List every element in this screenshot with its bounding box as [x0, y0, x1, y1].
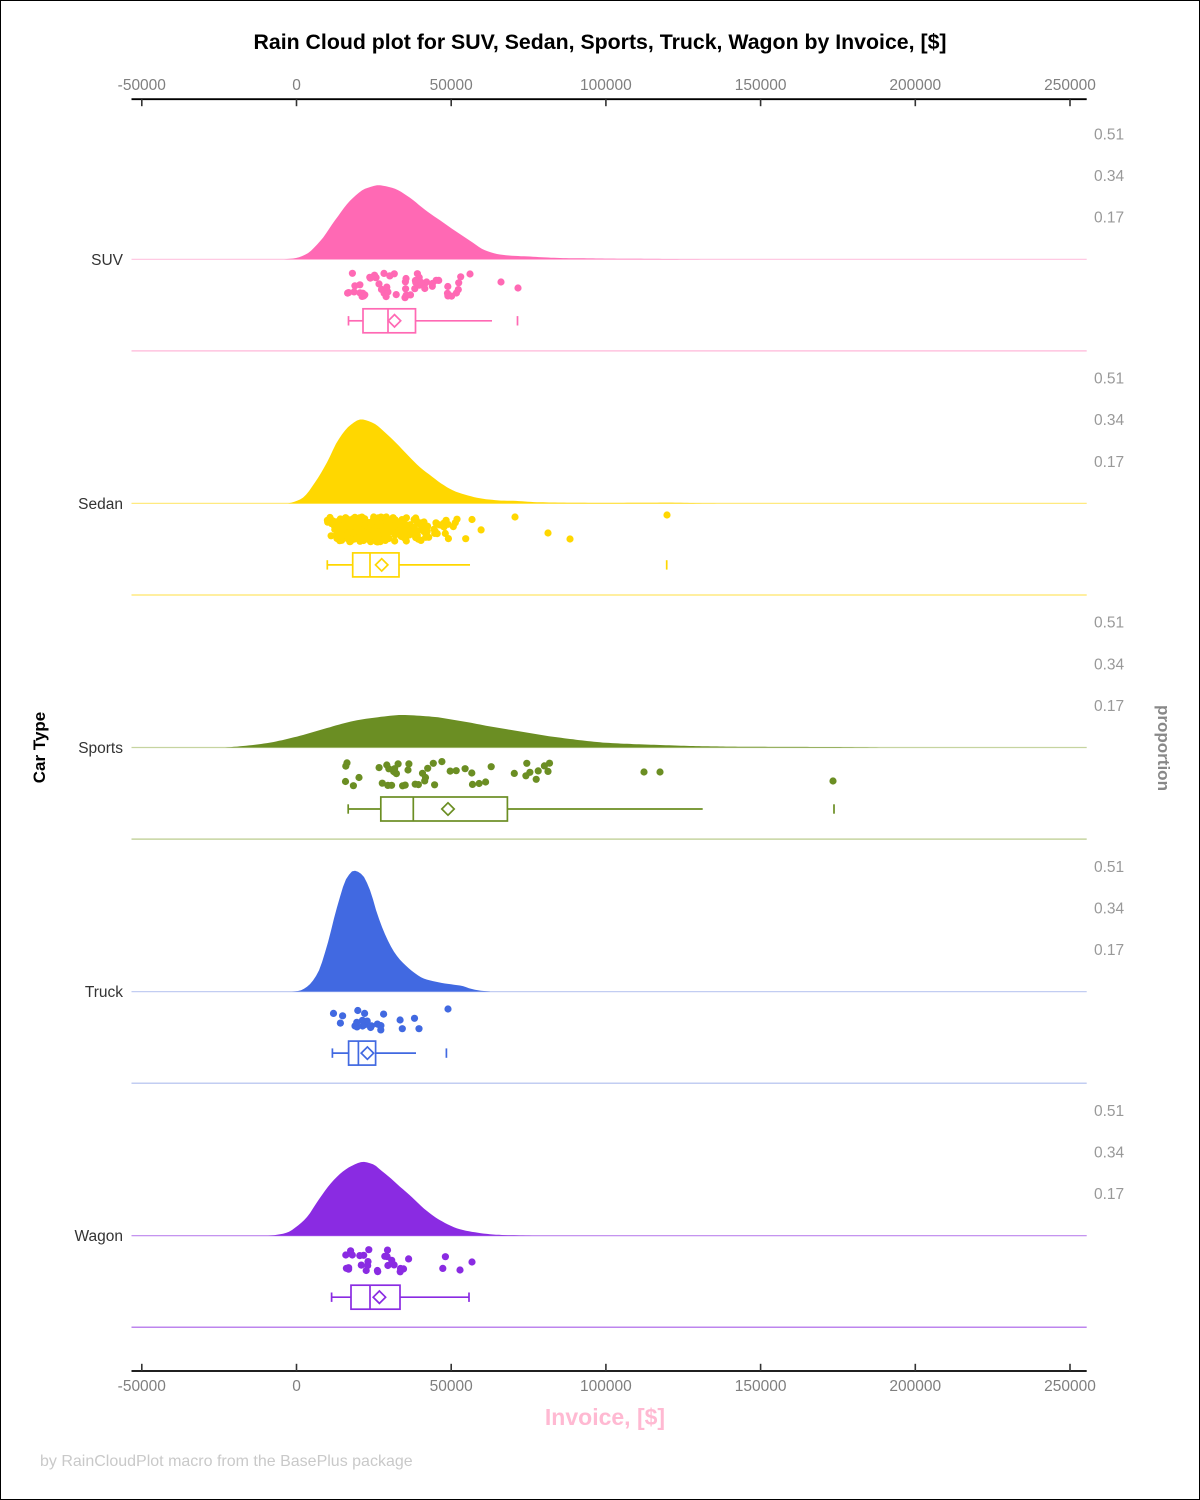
svg-text:0.34: 0.34	[1094, 900, 1125, 917]
svg-text:50000: 50000	[430, 77, 473, 94]
svg-text:Truck: Truck	[85, 984, 123, 1001]
svg-text:0.34: 0.34	[1094, 656, 1125, 673]
svg-text:Sedan: Sedan	[78, 496, 123, 513]
svg-text:0.17: 0.17	[1094, 942, 1124, 959]
svg-text:200000: 200000	[889, 1378, 941, 1395]
svg-text:0.34: 0.34	[1094, 1145, 1125, 1162]
svg-text:0.51: 0.51	[1094, 615, 1124, 632]
svg-text:0.51: 0.51	[1094, 859, 1124, 876]
svg-text:-50000: -50000	[118, 77, 167, 94]
svg-text:Wagon: Wagon	[74, 1228, 123, 1245]
svg-text:by RainCloudPlot macro from th: by RainCloudPlot macro from the BasePlus…	[40, 1453, 413, 1470]
svg-text:250000: 250000	[1044, 1378, 1096, 1395]
svg-text:100000: 100000	[580, 77, 632, 94]
svg-text:0.51: 0.51	[1094, 127, 1124, 144]
svg-text:0.17: 0.17	[1094, 1186, 1124, 1203]
svg-text:Sports: Sports	[78, 740, 123, 757]
svg-text:SUV: SUV	[91, 252, 124, 269]
svg-text:0.17: 0.17	[1094, 210, 1124, 227]
svg-text:150000: 150000	[735, 1378, 787, 1395]
svg-text:50000: 50000	[430, 1378, 473, 1395]
svg-text:150000: 150000	[735, 77, 787, 94]
svg-text:0.17: 0.17	[1094, 454, 1124, 471]
svg-text:-50000: -50000	[118, 1378, 167, 1395]
svg-text:Car Type: Car Type	[30, 712, 49, 784]
svg-text:250000: 250000	[1044, 77, 1096, 94]
svg-text:200000: 200000	[889, 77, 941, 94]
svg-text:0.34: 0.34	[1094, 412, 1125, 429]
svg-text:0.51: 0.51	[1094, 371, 1124, 388]
svg-text:100000: 100000	[580, 1378, 632, 1395]
svg-text:Rain Cloud plot for SUV, Sedan: Rain Cloud plot for SUV, Sedan, Sports, …	[253, 30, 946, 54]
svg-text:0.51: 0.51	[1094, 1103, 1124, 1120]
svg-text:proportion: proportion	[1154, 705, 1173, 791]
svg-text:0: 0	[292, 1378, 301, 1395]
svg-text:0.34: 0.34	[1094, 168, 1125, 185]
svg-text:Invoice, [$]: Invoice, [$]	[545, 1404, 665, 1430]
svg-text:0: 0	[292, 77, 301, 94]
svg-text:0.17: 0.17	[1094, 698, 1124, 715]
